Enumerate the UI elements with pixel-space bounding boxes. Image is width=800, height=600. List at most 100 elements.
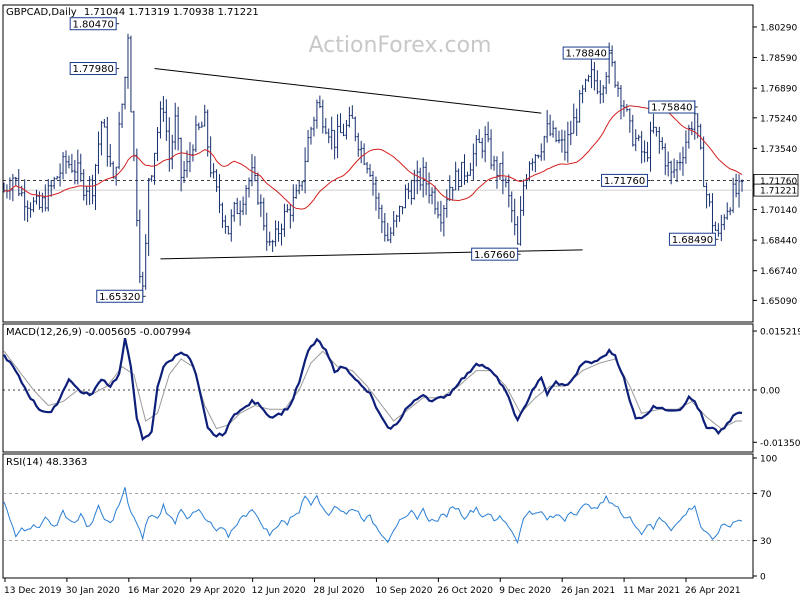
x-axis: 13 Dec 2019 30 Jan 2020 16 Mar 2020 29 Apr … bbox=[4, 578, 741, 596]
macd-panel-frame bbox=[2, 323, 754, 453]
price-bar bbox=[451, 186, 455, 201]
price-bar bbox=[702, 136, 705, 188]
price-bar bbox=[463, 154, 466, 185]
price-bar bbox=[395, 214, 398, 228]
price-bar bbox=[294, 184, 298, 199]
price-bar bbox=[26, 200, 29, 223]
price-bar bbox=[649, 121, 652, 172]
x-tick-label: 26 Oct 2020 bbox=[437, 586, 493, 596]
price-bar bbox=[436, 201, 440, 219]
price-bar bbox=[170, 134, 174, 170]
price-bar bbox=[725, 202, 729, 220]
price-bar bbox=[678, 152, 682, 171]
y-tick-label: 1.65090 bbox=[760, 297, 797, 307]
price-bar bbox=[23, 179, 26, 221]
price-bar bbox=[138, 209, 142, 284]
price-bar bbox=[575, 108, 578, 136]
chart-symbol-title: GBPCAD,Daily 1.71044 1.71319 1.70938 1.7… bbox=[6, 7, 259, 18]
price-bar bbox=[46, 179, 50, 212]
price-bar bbox=[537, 154, 540, 159]
price-level-label: 1.75840 bbox=[648, 100, 698, 114]
price-bar bbox=[306, 129, 310, 163]
y-tick-badge bbox=[753, 183, 799, 197]
price-bar bbox=[731, 177, 735, 213]
price-level-label: 1.67660 bbox=[471, 247, 521, 261]
price-bar bbox=[483, 126, 487, 163]
price-bar bbox=[477, 129, 481, 144]
price-bar bbox=[117, 111, 121, 170]
price-bar bbox=[247, 177, 251, 198]
price-level-label: 1.68490 bbox=[668, 232, 719, 246]
price-bar bbox=[660, 137, 664, 150]
macd-y-axis: 0.015219 0.00 -0.013508 bbox=[753, 328, 800, 449]
price-bar bbox=[61, 151, 65, 180]
price-bar bbox=[206, 109, 209, 157]
price-bar bbox=[566, 121, 570, 163]
price-bar bbox=[619, 85, 623, 120]
rsi-y-axis: 100 70 30 0 bbox=[753, 455, 777, 583]
price-level-text: 1.78840 bbox=[565, 49, 606, 60]
rsi-panel-frame bbox=[2, 453, 754, 579]
price-bar bbox=[274, 220, 277, 247]
price-bar bbox=[601, 84, 605, 103]
price-bar bbox=[368, 164, 372, 177]
price-bar bbox=[722, 214, 726, 230]
price-bar bbox=[531, 158, 534, 171]
price-bar bbox=[345, 119, 348, 140]
symbol-label: GBPCAD,Daily bbox=[6, 7, 77, 18]
price-bar bbox=[351, 105, 354, 119]
x-tick-label: 28 Jul 2020 bbox=[314, 586, 365, 596]
price-bar bbox=[336, 114, 339, 159]
price-level-label: 1.77980 bbox=[69, 62, 120, 75]
price-bar bbox=[103, 118, 106, 128]
price-bar bbox=[640, 131, 643, 164]
price-level-label: 1.65320 bbox=[96, 289, 146, 303]
price-bar bbox=[67, 155, 71, 169]
price-level-text: 1.80470 bbox=[72, 19, 113, 30]
price-y-axis: 1.80290 1.78590 1.76890 1.75240 1.73540 1.717… bbox=[753, 23, 799, 307]
y-tick-label: 1.71221 bbox=[760, 187, 797, 197]
price-bar bbox=[613, 60, 617, 88]
price-bar bbox=[560, 129, 564, 153]
price-bar bbox=[153, 152, 156, 185]
price-bar bbox=[410, 179, 413, 205]
price-bar bbox=[44, 184, 47, 212]
price-bar bbox=[123, 76, 127, 110]
price-bar bbox=[380, 204, 384, 234]
price-bar bbox=[303, 147, 307, 194]
price-bar bbox=[681, 146, 685, 176]
price-bar bbox=[289, 204, 292, 229]
rsi-plot bbox=[3, 487, 753, 545]
price-bar bbox=[711, 193, 714, 234]
price-bar bbox=[705, 182, 708, 209]
price-bar bbox=[135, 148, 139, 227]
price-bar bbox=[108, 144, 112, 167]
price-bar bbox=[315, 99, 319, 129]
price-bar bbox=[717, 223, 720, 237]
price-bar bbox=[401, 206, 404, 215]
price-bar bbox=[76, 149, 80, 185]
x-tick-label: 10 Sep 2020 bbox=[375, 586, 432, 596]
price-bar bbox=[652, 113, 655, 134]
trendline bbox=[154, 68, 542, 114]
price-bar bbox=[383, 212, 387, 242]
price-bar bbox=[64, 150, 68, 174]
price-bar bbox=[510, 191, 514, 223]
price-bar bbox=[392, 211, 395, 237]
price-bar bbox=[70, 153, 74, 173]
price-bar bbox=[690, 121, 694, 136]
y-tick-label: 1.75240 bbox=[760, 114, 797, 124]
price-bar bbox=[176, 106, 180, 151]
price-bar bbox=[610, 45, 614, 67]
price-bar bbox=[548, 114, 552, 137]
rsi-title: RSI(14) 48.3363 bbox=[6, 457, 87, 468]
price-bar bbox=[262, 197, 266, 231]
price-level-text: 1.77980 bbox=[72, 64, 113, 75]
y-tick-label: 1.70140 bbox=[760, 206, 797, 216]
price-bar bbox=[159, 101, 162, 139]
price-bar bbox=[663, 143, 667, 176]
price-bar bbox=[407, 182, 410, 200]
price-bar bbox=[173, 102, 177, 150]
price-bar bbox=[111, 161, 115, 179]
price-bar bbox=[327, 128, 331, 144]
